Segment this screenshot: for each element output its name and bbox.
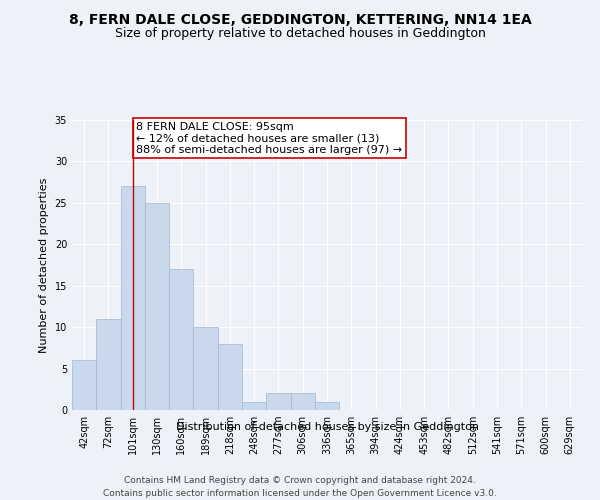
Text: Distribution of detached houses by size in Geddington: Distribution of detached houses by size … <box>176 422 479 432</box>
Bar <box>290 394 315 410</box>
Y-axis label: Number of detached properties: Number of detached properties <box>39 178 49 352</box>
Bar <box>315 402 339 410</box>
Text: Contains HM Land Registry data © Crown copyright and database right 2024.
Contai: Contains HM Land Registry data © Crown c… <box>103 476 497 498</box>
Text: Size of property relative to detached houses in Geddington: Size of property relative to detached ho… <box>115 28 485 40</box>
Bar <box>96 319 121 410</box>
Bar <box>145 203 169 410</box>
Bar <box>242 402 266 410</box>
Bar <box>266 394 290 410</box>
Text: 8, FERN DALE CLOSE, GEDDINGTON, KETTERING, NN14 1EA: 8, FERN DALE CLOSE, GEDDINGTON, KETTERIN… <box>68 12 532 26</box>
Bar <box>193 327 218 410</box>
Bar <box>169 269 193 410</box>
Bar <box>121 186 145 410</box>
Text: 8 FERN DALE CLOSE: 95sqm
← 12% of detached houses are smaller (13)
88% of semi-d: 8 FERN DALE CLOSE: 95sqm ← 12% of detach… <box>136 122 403 155</box>
Bar <box>72 360 96 410</box>
Bar <box>218 344 242 410</box>
